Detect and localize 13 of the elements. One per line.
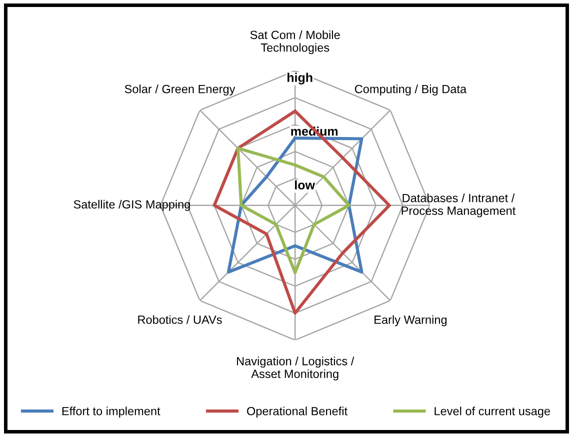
- y-tick-label: high: [288, 72, 312, 84]
- y-tick-label: low: [295, 180, 316, 190]
- spoke-label: Sat Com / Mobile Technologies: [250, 30, 340, 54]
- legend-label: Level of current usage: [434, 406, 550, 418]
- spoke-label: Robotics / UAVs: [138, 315, 222, 324]
- spoke-label: Navigation / Logistics / Asset Monitoring: [237, 356, 354, 380]
- spoke-label: Computing / Big Data: [354, 84, 467, 96]
- spoke-label: Satellite /GIS Mapping: [74, 200, 190, 211]
- legend-label: Operational Benefit: [247, 406, 348, 418]
- spoke-label: Solar / Green Energy: [124, 84, 236, 96]
- spoke-label: Early Warning: [374, 315, 447, 326]
- spoke-label: Databases / Intranet / Process Management: [402, 194, 516, 218]
- legend-label: Effort to implement: [62, 406, 160, 418]
